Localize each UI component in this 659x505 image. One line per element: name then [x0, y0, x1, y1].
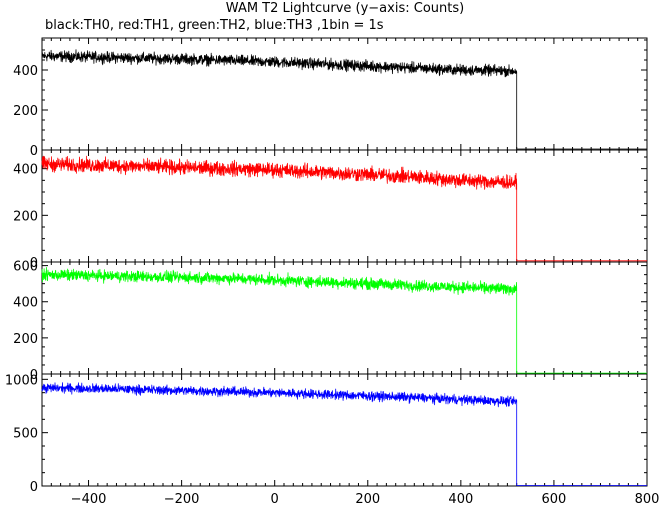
y-tick-label: 1000	[5, 373, 38, 388]
series-line-3	[41, 382, 647, 486]
y-tick-label: 200	[13, 209, 38, 224]
chart-subtitle: black:TH0, red:TH1, green:TH2, blue:TH3 …	[45, 18, 384, 33]
y-tick-label: 400	[13, 163, 38, 178]
series-line-2	[41, 267, 647, 374]
panel-frame	[41, 261, 648, 375]
panel-frame	[41, 373, 648, 487]
y-tick-label: 0	[30, 256, 38, 271]
y-tick-label: 0	[30, 144, 38, 159]
y-tick-label: 500	[13, 427, 38, 442]
x-tick-label: 600	[542, 492, 567, 505]
y-tick-label: 400	[13, 64, 38, 79]
x-tick-label: −200	[164, 492, 200, 505]
series-line-1	[41, 155, 647, 262]
panel-1: 0 200 400	[13, 149, 648, 271]
x-axis: −400 −200 0 200 400 600 800	[71, 492, 659, 505]
chart-title: WAM T2 Lightcurve (y−axis: Counts)	[226, 1, 464, 16]
y-tick-label: 0	[30, 480, 38, 495]
y-tick-label: 0	[30, 368, 38, 383]
y-tick-label: 200	[13, 332, 38, 347]
y-tick-label: 200	[13, 104, 38, 119]
x-tick-label: 800	[635, 492, 659, 505]
panel-2: 0 200 400 600	[13, 260, 648, 383]
y-tick-label: 400	[13, 296, 38, 311]
y-tick-label: 600	[13, 260, 38, 275]
series-line-0	[41, 49, 647, 150]
x-tick-label: 400	[448, 492, 473, 505]
panel-0: 0 200 400	[13, 37, 648, 159]
x-tick-label: 200	[355, 492, 380, 505]
panel-3: 0 500 1000	[5, 373, 648, 495]
panel-frame	[41, 37, 648, 151]
x-tick-label: 0	[271, 492, 279, 505]
x-tick-label: −400	[71, 492, 107, 505]
